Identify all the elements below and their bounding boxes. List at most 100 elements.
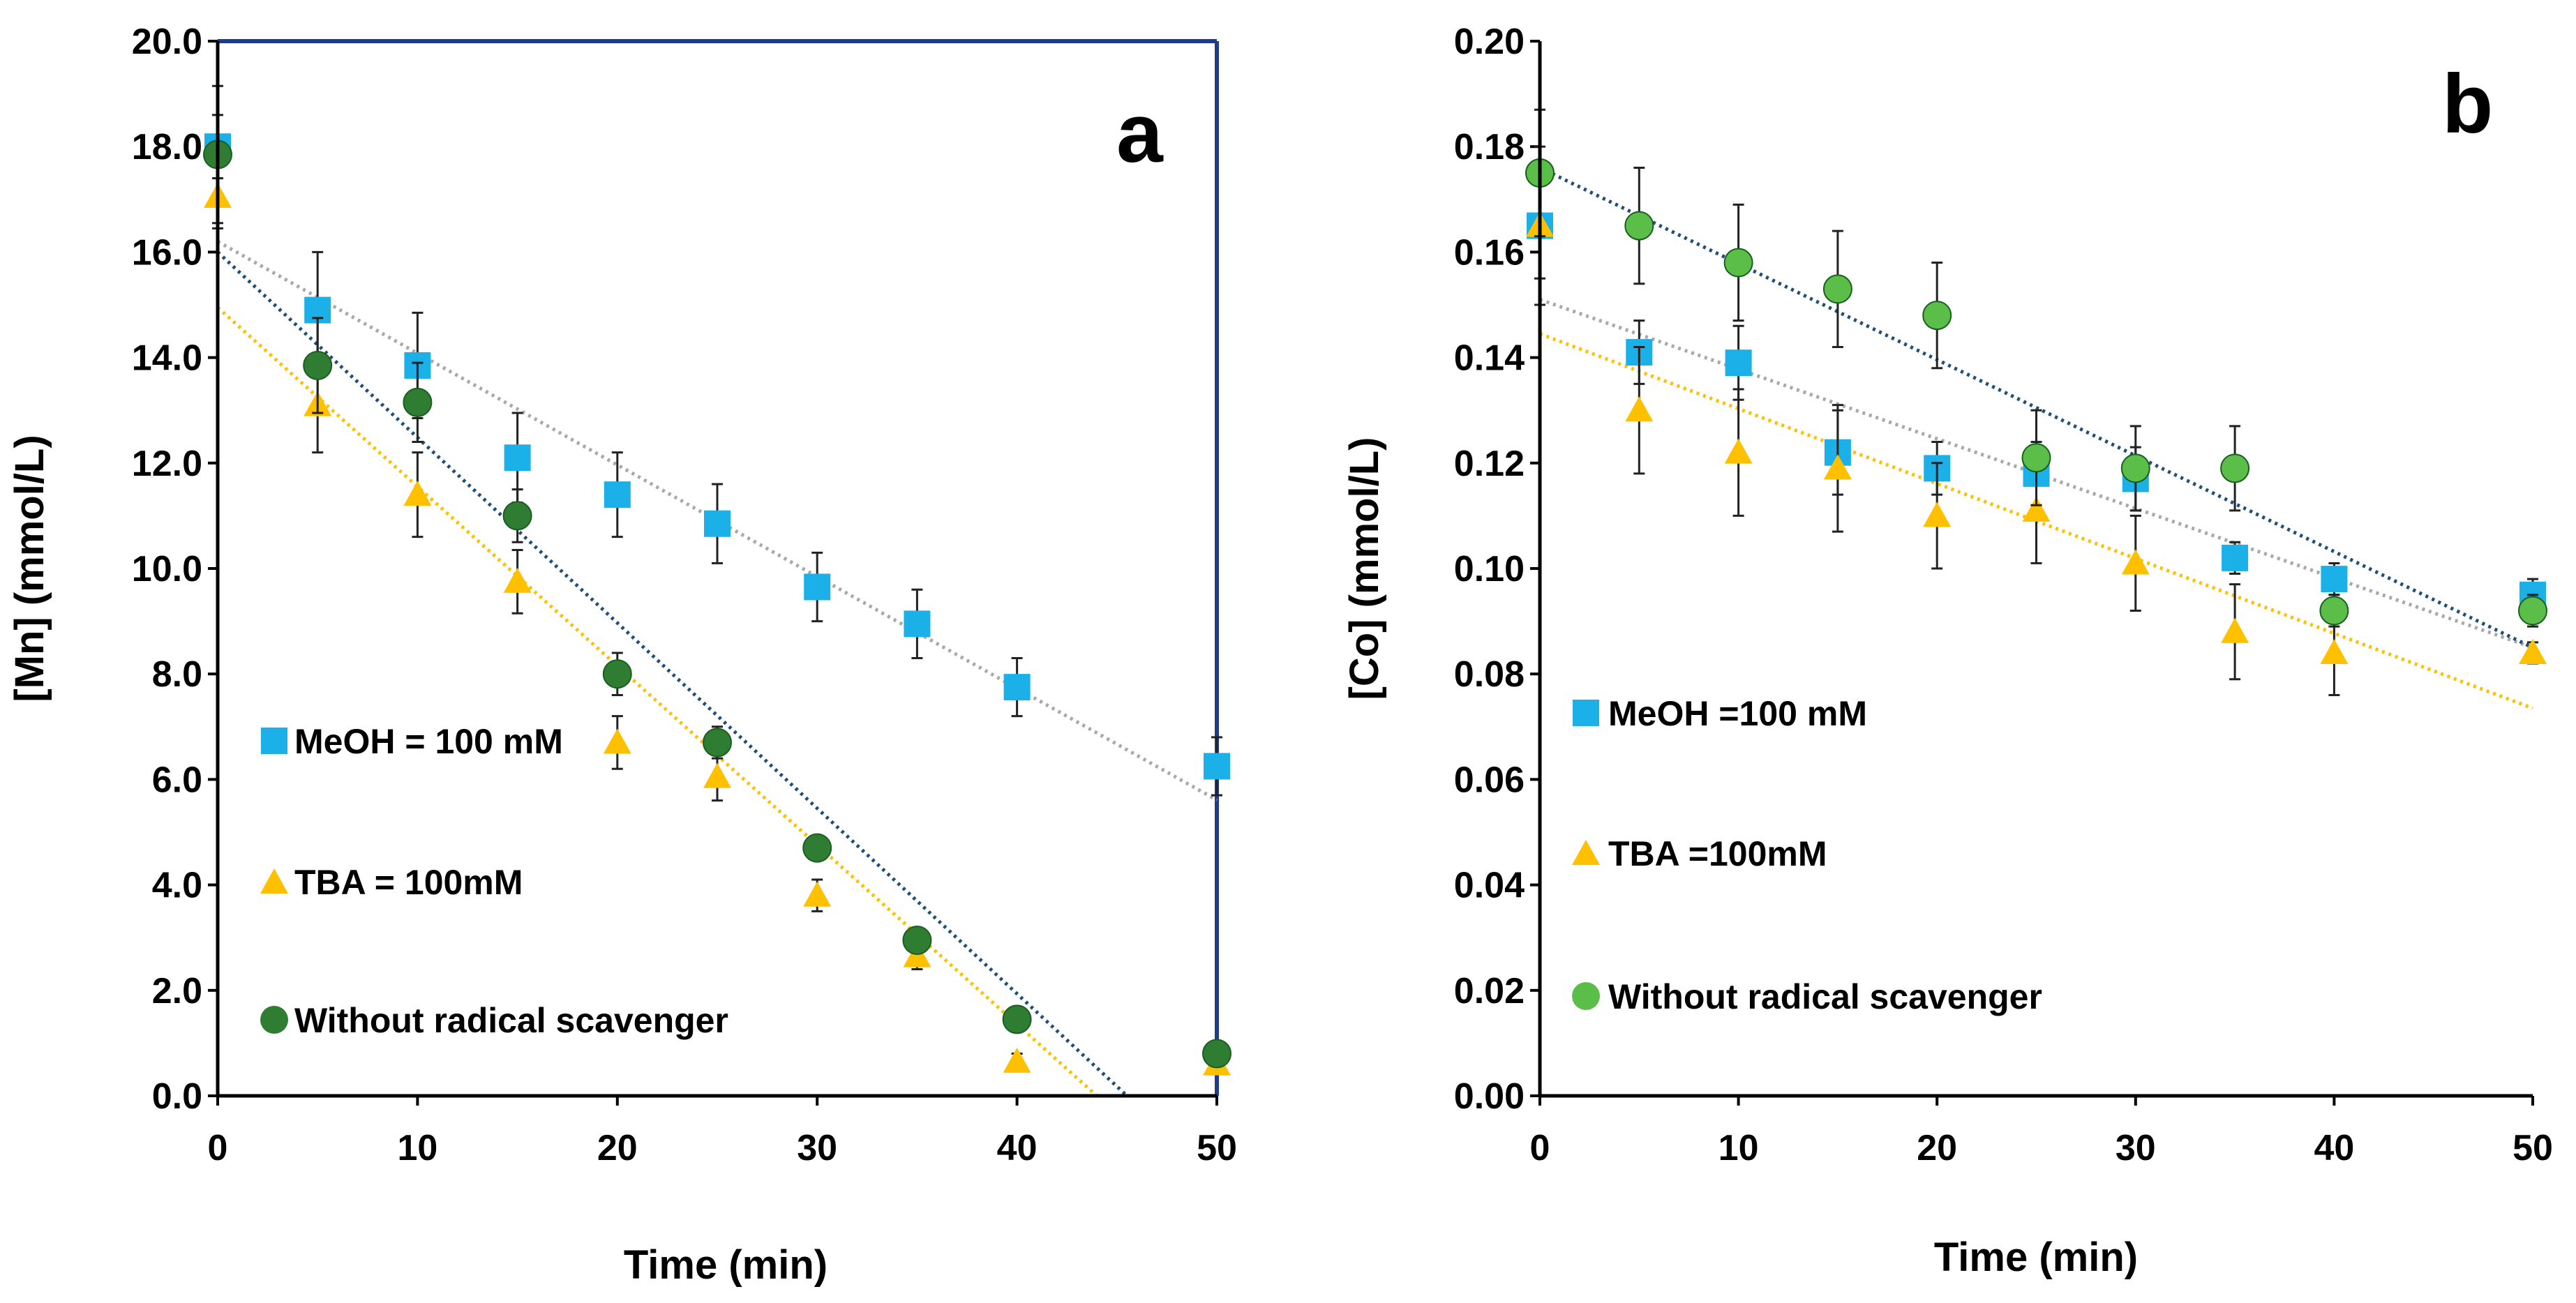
legend-label: Without radical scavenger (294, 1001, 728, 1040)
data-point (1822, 274, 1852, 304)
data-point (604, 481, 631, 509)
legend-marker-circle (260, 1006, 288, 1034)
y-tick-label: 16.0 (132, 232, 202, 273)
data-point (2518, 596, 2547, 626)
data-point (1723, 248, 1753, 278)
data-point (603, 728, 631, 754)
data-point (1823, 454, 1852, 480)
data-point (2120, 453, 2150, 483)
data-points (203, 84, 1231, 1076)
x-tick-label: 0 (208, 1128, 228, 1168)
data-point (1204, 753, 1230, 780)
y-tick-label: 0.12 (1454, 444, 1525, 484)
data-point (1202, 1039, 1231, 1069)
data-point (504, 444, 531, 472)
x-tick-label: 10 (397, 1128, 437, 1168)
legend-label: MeOH =100 mM (1608, 694, 1867, 733)
x-tick-label: 50 (1197, 1128, 1237, 1168)
trendline (216, 306, 1098, 1097)
data-point (303, 350, 333, 380)
data-point (2022, 496, 2051, 522)
x-tick-label: 20 (1917, 1128, 1957, 1168)
data-point (2220, 453, 2250, 483)
y-tick-label: 4.0 (152, 866, 202, 906)
data-point (1922, 301, 1952, 331)
legend-label: TBA = 100mM (294, 863, 523, 902)
x-tick-label: 10 (1718, 1128, 1759, 1168)
x-axis-title: Time (min) (1934, 1235, 2138, 1280)
legend-label: MeOH = 100 mM (294, 722, 563, 761)
tick-labels: 0.0 2.0 4.0 6.0 8.0 10.0 12.0 14.0 16.0 18.0 20.0 0… (132, 22, 1237, 1168)
data-point (804, 573, 831, 601)
y-tick-label: 2.0 (152, 971, 202, 1011)
x-tick-label: 30 (797, 1128, 837, 1168)
data-point (403, 387, 433, 417)
data-point (502, 501, 532, 531)
y-tick-label: 0.14 (1454, 338, 1525, 379)
y-tick-label: 0.0 (152, 1076, 202, 1117)
data-point (904, 610, 931, 638)
data-point (703, 762, 731, 788)
data-point (2320, 638, 2349, 664)
legend-label: Without radical scavenger (1608, 977, 2042, 1016)
data-point (1002, 1004, 1032, 1034)
data-point (1625, 396, 1654, 422)
x-tick-label: 50 (2513, 1128, 2553, 1168)
data-point (602, 659, 632, 689)
chart-panel-b: 0.00 0.02 0.04 0.06 0.08 0.10 0.12 0.14 0.16 0.18… (1342, 22, 2553, 1280)
trendline (216, 250, 1128, 1097)
data-point (503, 567, 532, 593)
data-point (1003, 674, 1031, 701)
y-tick-label: 0.04 (1454, 866, 1525, 906)
data-point (2221, 617, 2249, 643)
y-tick-label: 0.08 (1454, 654, 1525, 695)
trendline (1538, 166, 2534, 649)
x-tick-label: 40 (2314, 1128, 2354, 1168)
legend-marker-circle (1572, 982, 1600, 1010)
legend-marker-triangle (260, 868, 288, 894)
data-point (803, 881, 832, 907)
data-point (1724, 438, 1753, 464)
data-point (2121, 549, 2150, 575)
x-tick-label: 0 (1530, 1128, 1550, 1168)
legend-marker-square (261, 728, 287, 754)
x-tick-label: 30 (2116, 1128, 2156, 1168)
x-tick-label: 40 (997, 1128, 1038, 1168)
y-tick-label: 10.0 (132, 549, 202, 589)
data-point (1624, 211, 1654, 241)
legend-marker-triangle (1572, 840, 1600, 865)
y-tick-label: 12.0 (132, 444, 202, 484)
data-point (403, 481, 432, 506)
tick-labels: 0.00 0.02 0.04 0.06 0.08 0.10 0.12 0.14 0.16 0.18… (1454, 22, 2553, 1168)
data-point (1003, 1047, 1031, 1073)
y-axis-title: [Co] (mmol/L) (1342, 437, 1387, 700)
data-point (2321, 566, 2348, 593)
chart-panel-a: 0.0 2.0 4.0 6.0 8.0 10.0 12.0 14.0 16.0 18.0 20.0 0… (7, 22, 1237, 1288)
data-point (2222, 544, 2249, 571)
legend-label: TBA =100mM (1608, 834, 1827, 873)
data-point (1725, 349, 1752, 377)
x-axis-title: Time (min) (624, 1242, 828, 1288)
y-tick-label: 0.00 (1454, 1076, 1525, 1117)
data-point (902, 925, 932, 955)
y-tick-label: 6.0 (152, 760, 202, 800)
legend: MeOH =100 mM TBA =100mM Without radical … (1572, 694, 2042, 1016)
data-point (1923, 502, 1952, 527)
y-tick-label: 20.0 (132, 22, 202, 62)
y-tick-label: 0.18 (1454, 127, 1525, 167)
legend-marker-square (1573, 700, 1599, 726)
y-tick-label: 0.10 (1454, 549, 1525, 589)
y-tick-label: 8.0 (152, 654, 202, 695)
panel-label: b (2442, 57, 2493, 151)
y-tick-label: 0.16 (1454, 232, 1525, 273)
data-point (703, 728, 732, 758)
x-tick-label: 20 (597, 1128, 638, 1168)
data-point (2519, 638, 2547, 664)
data-point (704, 510, 731, 537)
trend-lines (216, 240, 1218, 1097)
y-axis-title: [Mn] (mmol/L) (7, 435, 52, 702)
y-tick-label: 0.02 (1454, 971, 1525, 1011)
data-point (2319, 596, 2349, 626)
data-points (1525, 108, 2547, 696)
